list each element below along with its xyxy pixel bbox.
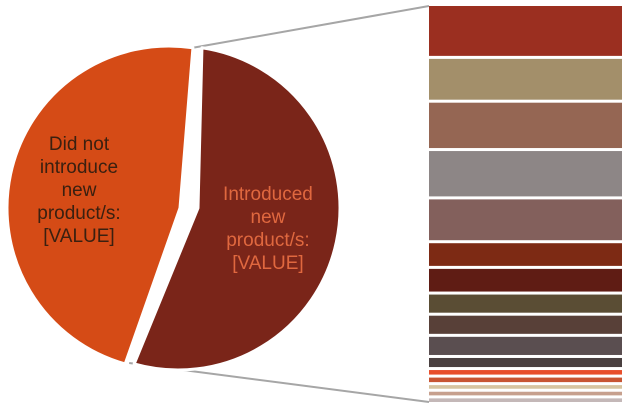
breakdown-segment [429, 370, 622, 375]
slice-label-line: Did not [49, 134, 110, 155]
breakdown-segment [429, 377, 622, 383]
slice-label-line: Introduced [223, 184, 313, 205]
slice-label-line: [VALUE] [232, 253, 303, 274]
breakdown-segment [429, 398, 622, 402]
connector-top [192, 5, 430, 49]
slice-label-introduced: Introduced new product/s: [VALUE] [223, 184, 313, 274]
breakdown-segment [429, 268, 622, 292]
slice-label-line: product/s: [37, 203, 120, 224]
pie [5, 44, 342, 372]
breakdown-segment [429, 199, 622, 241]
breakdown-segment [429, 6, 622, 56]
slice-label-line: product/s: [226, 230, 309, 251]
slice-labels: Introduced new product/s: [VALUE]Did not int… [37, 134, 313, 274]
slice-label-did-not-introduce: Did not introduce new product/s: [VALUE] [37, 134, 120, 247]
breakdown-segment [429, 385, 622, 389]
breakdown-segment [429, 102, 622, 149]
slice-label-line: new [251, 207, 286, 228]
pie-slice-did-not-introduce [5, 44, 195, 366]
slice-label-line: new [62, 180, 97, 201]
pie-slice-introduced [132, 46, 342, 372]
breakdown-segment [429, 336, 622, 355]
breakdown-segment [429, 357, 622, 368]
breakdown-segment [429, 151, 622, 197]
breakdown-bar [429, 6, 622, 402]
breakdown-segment [429, 243, 622, 266]
breakdown-segment [429, 58, 622, 100]
slice-label-line: [VALUE] [43, 226, 114, 247]
breakdown-segment [429, 391, 622, 396]
breakdown-segment [429, 315, 622, 334]
slice-label-line: introduce [40, 157, 118, 178]
breakdown-segment [429, 294, 622, 313]
